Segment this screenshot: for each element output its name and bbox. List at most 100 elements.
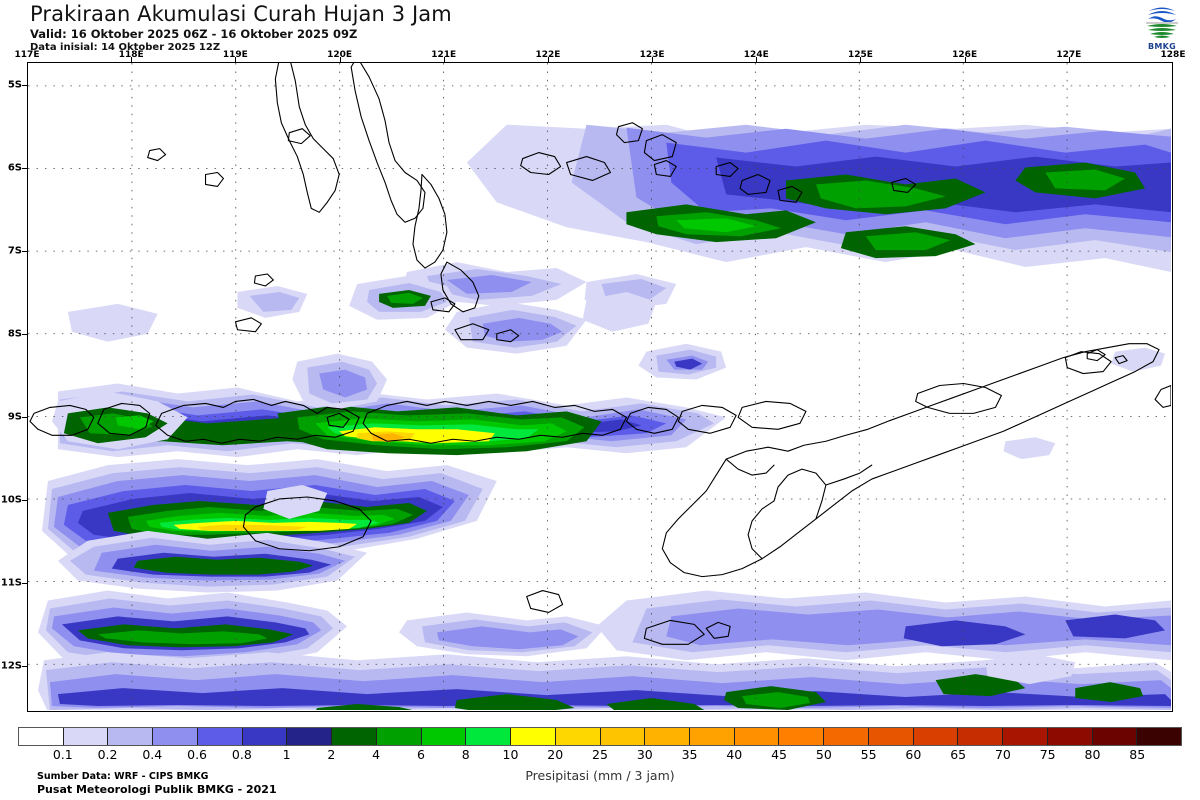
colorbar-swatch[interactable] (824, 728, 869, 745)
precip-contour-band (676, 218, 757, 233)
colorbar-swatch[interactable] (332, 728, 377, 745)
data-source-text: Sumber Data: WRF - CIPS BMKG (37, 771, 209, 782)
header-block: Prakiraan Akumulasi Curah Hujan 3 Jam Va… (30, 2, 452, 54)
bmkg-logo: BMKG (1132, 2, 1192, 54)
colorbar-swatch[interactable] (287, 728, 333, 745)
colorbar-swatch[interactable] (19, 728, 64, 745)
longitude-tick-mark (547, 57, 549, 62)
colorbar-swatch[interactable] (1092, 728, 1138, 745)
colorbar-swatch[interactable] (1137, 728, 1182, 745)
longitude-tick-mark (756, 57, 758, 62)
precip-contour-band (1065, 614, 1166, 639)
colorbar-boundary-label: 35 (681, 747, 698, 762)
colorbar-swatch[interactable] (153, 728, 198, 745)
colorbar-swatch[interactable] (958, 728, 1004, 745)
longitude-tick-mark (235, 57, 237, 62)
precipitation-field (28, 63, 1171, 710)
colorbar-swatch[interactable] (600, 728, 646, 745)
colorbar-swatch[interactable] (63, 728, 109, 745)
colorbar-swatch[interactable] (376, 728, 422, 745)
colorbar-boundary-label: 65 (950, 747, 967, 762)
precip-contour-band (985, 654, 1076, 685)
precip-contour-band (315, 704, 413, 710)
colorbar-swatch[interactable] (197, 728, 243, 745)
longitude-tick-label: 126E (952, 50, 978, 60)
precip-contour-band (249, 291, 300, 312)
longitude-tick-label: 119E (222, 50, 248, 60)
colorbar-swatch[interactable] (511, 728, 556, 745)
longitude-tick-mark (443, 57, 445, 62)
colorbar-boundary-label: 70 (994, 747, 1011, 762)
colorbar-boundary-label: 30 (636, 747, 653, 762)
latitude-tick-label: 10S (0, 494, 22, 506)
precip-contour-band (935, 674, 1026, 697)
latitude-tick-label: 12S (0, 660, 22, 672)
colorbar-swatch[interactable] (421, 728, 467, 745)
precip-contour-band (903, 620, 1026, 647)
longitude-tick-label: 120E (327, 50, 352, 60)
colorbar-boundary-label: 50 (815, 747, 832, 762)
colorbar-boundary-label: 0.6 (187, 747, 208, 762)
precip-contour-band (1045, 169, 1126, 191)
colorbar-boundary-label: 2 (327, 747, 336, 762)
latitude-tick-mark (22, 500, 27, 501)
precip-contour-band (454, 694, 575, 710)
latitude-tick-label: 8S (7, 328, 22, 340)
organization-text: Pusat Meteorologi Publik BMKG - 2021 (37, 783, 277, 796)
colorbar-swatches[interactable] (18, 727, 1182, 746)
colorbar-swatch[interactable] (108, 728, 154, 745)
precip-contour-band (436, 626, 579, 650)
longitude-tick-label: 127E (1056, 50, 1082, 60)
colorbar-boundary-label: 0.4 (142, 747, 163, 762)
precip-contour-band (372, 433, 406, 443)
latitude-tick-mark (22, 583, 27, 584)
longitude-tick-label: 118E (118, 50, 144, 60)
colorbar-boundary-label: 20 (547, 747, 564, 762)
longitude-tick-label: 124E (743, 50, 769, 60)
colorbar-boundary-label: 75 (1039, 747, 1056, 762)
colorbar-swatch[interactable] (913, 728, 959, 745)
bmkg-logo-label: BMKG (1147, 42, 1177, 51)
colorbar-block: 0.1 0.2 0.4 0.6 0.8 1 2 4 6 8 10 20 25 30 35 40 45 50 55 60… (18, 727, 1182, 766)
coastline-layer (29, 63, 1171, 645)
longitude-tick-mark (339, 57, 341, 62)
colorbar-swatch[interactable] (645, 728, 691, 745)
colorbar-boundary-label: 0.1 (52, 747, 73, 762)
map-canvas[interactable] (27, 62, 1173, 712)
longitude-tick-label: 117E (14, 50, 40, 60)
page-title: Prakiraan Akumulasi Curah Hujan 3 Jam (30, 2, 452, 26)
precip-contour-band (263, 485, 328, 519)
longitude-tick-mark (1068, 57, 1070, 62)
colorbar-swatch[interactable] (242, 728, 288, 745)
colorbar-swatch[interactable] (1047, 728, 1093, 745)
longitude-tick-label: 123E (639, 50, 665, 60)
latitude-tick-mark (22, 168, 27, 169)
latitude-tick-mark (22, 417, 27, 418)
precip-contour-layer (37, 124, 1171, 710)
colorbar-swatch[interactable] (690, 728, 735, 745)
precip-contour-band (606, 698, 705, 710)
valid-period-text: Valid: 16 Oktober 2025 06Z - 16 Oktober … (30, 27, 358, 41)
longitude-tick-label: 125E (847, 50, 873, 60)
colorbar-swatch[interactable] (868, 728, 914, 745)
latitude-tick-mark (22, 666, 27, 667)
colorbar-swatch[interactable] (734, 728, 780, 745)
colorbar-swatch[interactable] (1003, 728, 1048, 745)
colorbar-boundary-label: 85 (1129, 747, 1146, 762)
precip-contour-band (133, 556, 314, 575)
colorbar-swatch[interactable] (466, 728, 512, 745)
precip-contour-band (865, 232, 951, 251)
precip-contour-band (1111, 347, 1166, 372)
colorbar-boundary-label: 4 (372, 747, 381, 762)
colorbar-swatch[interactable] (555, 728, 601, 745)
precip-contour-band (1075, 682, 1144, 703)
initial-data-text: Data inisial: 14 Oktober 2025 12Z (30, 42, 221, 53)
latitude-tick-label: 11S (0, 577, 22, 589)
precip-contour-band (674, 358, 703, 370)
precip-contour-band (446, 275, 532, 294)
latitude-tick-label: 6S (7, 162, 22, 174)
precip-contour-band (319, 369, 368, 398)
longitude-tick-mark (860, 57, 862, 62)
precip-contour-band (97, 630, 268, 645)
colorbar-swatch[interactable] (779, 728, 825, 745)
